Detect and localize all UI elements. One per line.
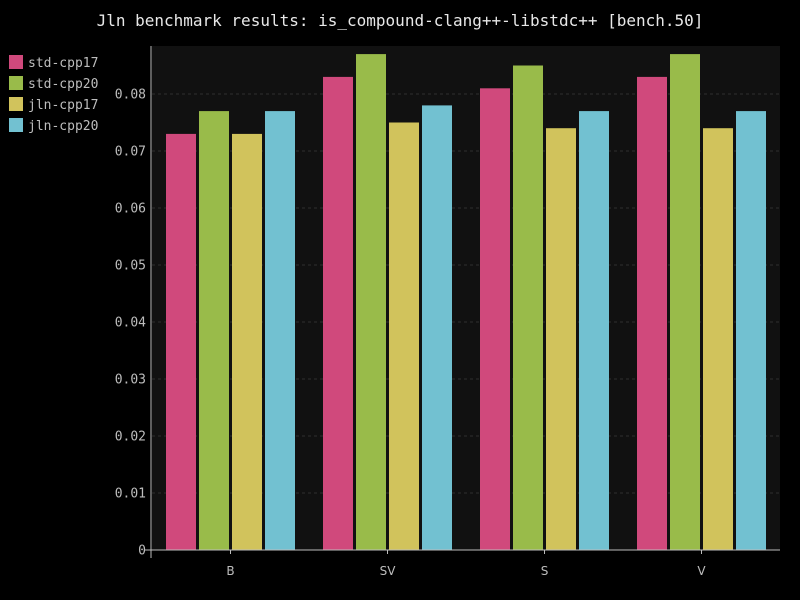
legend-swatch-jln-cpp20 [9,118,23,132]
x-ticks: B SV S V [226,550,706,578]
y-tick-label: 0 [138,544,146,559]
y-tick-label: 0.02 [115,430,146,445]
bar-jln-cpp20-V [736,111,766,550]
x-tick-label: V [697,564,706,578]
bar-jln-cpp17-S [546,128,576,550]
y-tick-label: 0.01 [115,487,146,502]
y-tick-label: 0.05 [115,259,146,274]
legend-swatch-jln-cpp17 [9,97,23,111]
y-ticks: 0 0.01 0.02 0.03 0.04 0.05 0.06 0.07 0.08 [115,88,146,559]
bars [166,54,766,551]
bar-std-cpp17-S [480,88,510,551]
bar-jln-cpp20-S [579,111,609,550]
legend: std-cpp17 std-cpp20 jln-cpp17 jln-cpp20 [9,55,98,134]
bar-jln-cpp17-V [703,128,733,550]
bar-std-cpp20-V [670,54,700,550]
y-tick-label: 0.07 [115,145,146,160]
bar-std-cpp20-S [513,65,543,550]
bar-std-cpp17-SV [323,76,353,551]
x-tick-label: SV [380,564,397,578]
bar-jln-cpp20-B [265,111,295,550]
bar-std-cpp17-B [166,133,196,550]
bar-std-cpp20-SV [356,54,386,550]
legend-swatch-std-cpp17 [9,55,23,69]
y-tick-label: 0.03 [115,373,146,388]
legend-label-jln-cpp17: jln-cpp17 [28,98,98,113]
bar-jln-cpp17-SV [389,122,419,550]
legend-label-std-cpp20: std-cpp20 [28,77,98,92]
axes [145,46,780,558]
legend-swatch-std-cpp20 [9,76,23,90]
y-tick-label: 0.08 [115,88,146,103]
y-tick-label: 0.04 [115,316,146,331]
bar-jln-cpp17-B [232,133,262,550]
chart-title: Jln benchmark results: is_compound-clang… [97,11,704,30]
bar-std-cpp20-B [199,111,229,550]
legend-label-jln-cpp20: jln-cpp20 [28,119,98,134]
bar-jln-cpp20-SV [422,105,452,551]
bar-std-cpp17-V [637,76,667,551]
x-tick-label: B [226,564,234,578]
x-tick-label: S [541,564,549,578]
legend-label-std-cpp17: std-cpp17 [28,56,98,71]
y-tick-label: 0.06 [115,202,146,217]
